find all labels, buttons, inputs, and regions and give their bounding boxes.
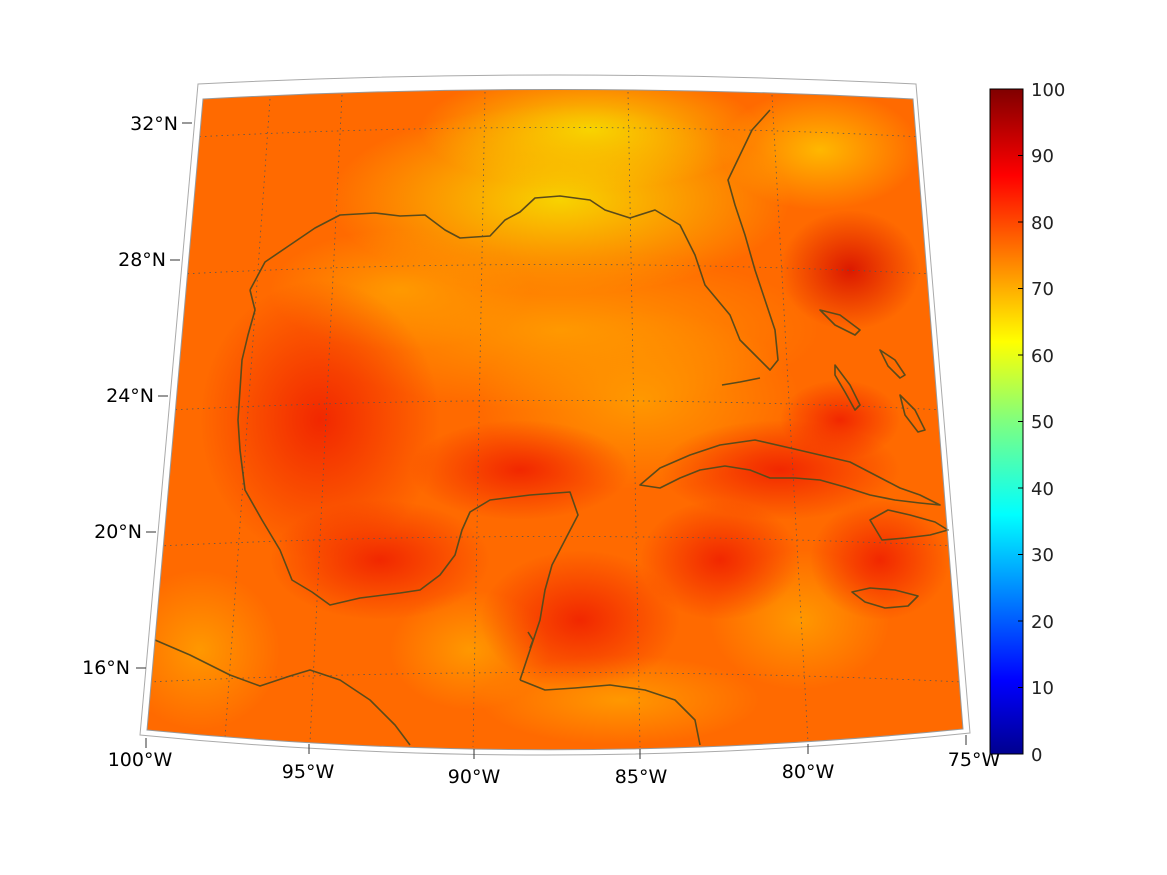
colorbar-label-50: 50 [1031, 412, 1054, 433]
colorbar-label-60: 60 [1031, 346, 1054, 367]
colorbar-label-70: 70 [1031, 279, 1054, 300]
frame-ticks [136, 122, 967, 759]
colorbar-label-10: 10 [1031, 678, 1054, 699]
colorbar-label-80: 80 [1031, 213, 1054, 234]
lon-label-95w: 95°W [282, 761, 335, 783]
colorbar-label-100: 100 [1031, 80, 1065, 101]
heat-field [147, 89, 963, 750]
colorbar-label-90: 90 [1031, 146, 1054, 167]
lat-label-32n: 32°N [130, 113, 178, 135]
lat-label-20n: 20°N [94, 521, 142, 543]
lon-label-100w: 100°W [108, 749, 173, 771]
map-frame [146, 89, 964, 751]
lat-labels: 32°N 28°N 24°N 20°N 16°N [82, 113, 178, 679]
lat-label-16n: 16°N [82, 657, 130, 679]
graticule [148, 91, 963, 748]
map-frame-outer [139, 74, 971, 756]
colorbar-gradient [989, 88, 1024, 755]
colorbar-label-0: 0 [1031, 745, 1042, 766]
lat-label-28n: 28°N [118, 249, 166, 271]
colorbar: 100 90 80 70 60 50 40 30 20 10 0 [989, 80, 1065, 766]
lon-labels: 100°W 95°W 90°W 85°W 80°W 75°W [108, 749, 1001, 788]
lat-label-24n: 24°N [106, 385, 154, 407]
colorbar-label-40: 40 [1031, 479, 1054, 500]
colorbar-label-30: 30 [1031, 545, 1054, 566]
lon-label-75w: 75°W [948, 749, 1001, 771]
lon-label-80w: 80°W [782, 761, 835, 783]
lon-label-90w: 90°W [448, 766, 501, 788]
lon-label-85w: 85°W [615, 766, 668, 788]
coastlines [154, 109, 949, 746]
colorbar-label-20: 20 [1031, 612, 1054, 633]
